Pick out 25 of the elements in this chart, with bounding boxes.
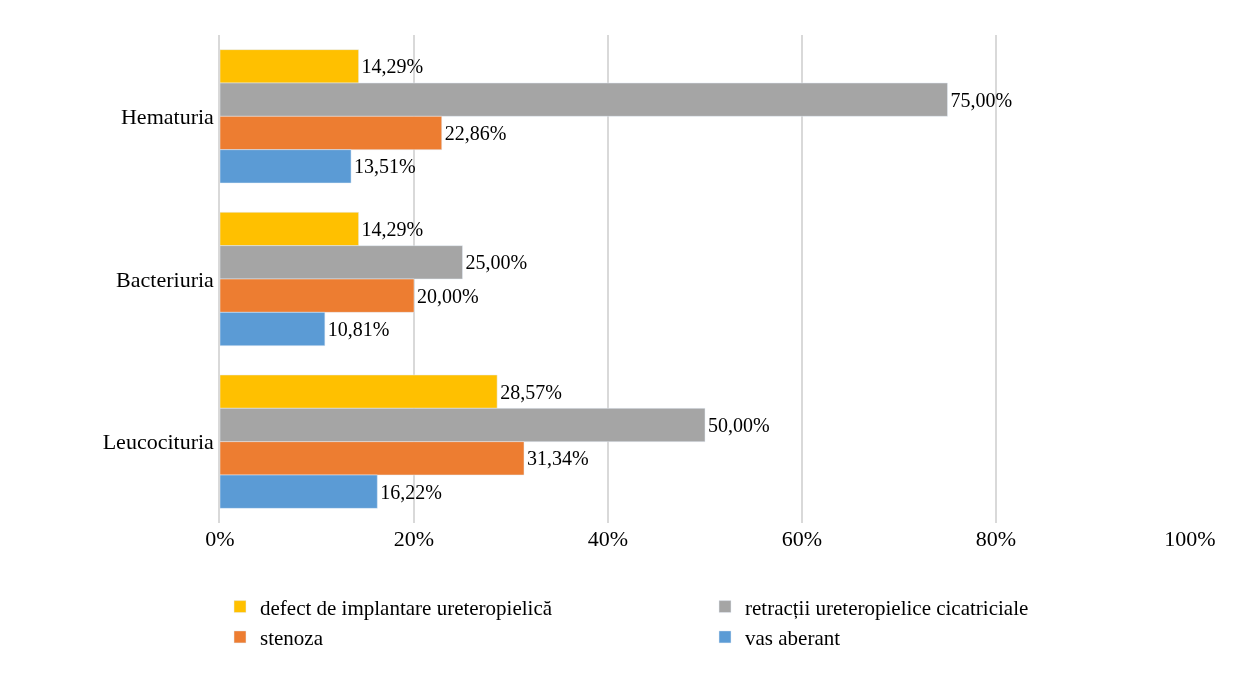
legend-label: retracții ureteropielice cicatriciale (745, 595, 1029, 620)
legend-label: stenoza (260, 626, 324, 651)
legend-label: defect de implantare ureteropielică (260, 595, 553, 620)
data-label: 20,00% (417, 284, 479, 307)
x-tick-label: 60% (781, 526, 823, 551)
data-label: 75,00% (950, 88, 1013, 111)
y-tick-label: Leucocituria (102, 429, 215, 455)
data-label: 14,29% (361, 217, 424, 240)
data-label: 16,22% (380, 480, 442, 503)
y-tick-label: Hematuria (120, 104, 215, 130)
data-label: 14,29% (361, 55, 424, 78)
data-label: 31,34% (527, 447, 589, 470)
legend-label: vas aberant (745, 626, 841, 651)
data-label: 28,57% (500, 380, 562, 403)
data-label: 25,00% (465, 251, 528, 274)
x-tick-label: 100% (1164, 526, 1216, 551)
data-label: 13,51% (354, 155, 416, 178)
x-tick-label: 40% (587, 526, 629, 551)
x-tick-label: 0% (205, 526, 235, 551)
data-label: 22,86% (444, 122, 507, 145)
x-tick-label: 20% (393, 526, 435, 551)
x-tick-label: 80% (975, 526, 1017, 551)
data-label: 10,81% (327, 318, 390, 341)
data-label: 50,00% (708, 413, 770, 436)
y-tick-label: Bacteriuria (116, 266, 215, 292)
